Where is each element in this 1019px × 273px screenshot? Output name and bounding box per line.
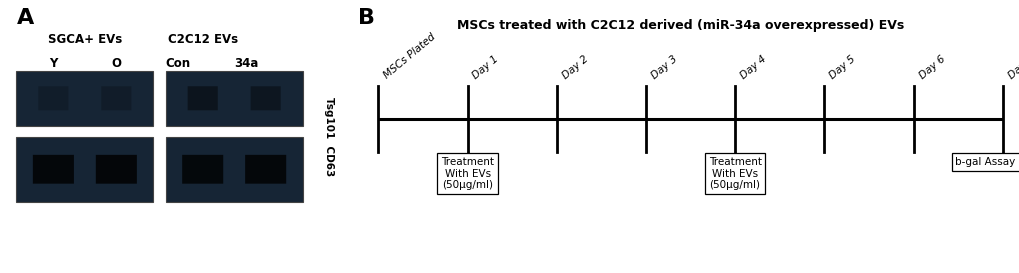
Text: Day 4: Day 4 [738, 53, 767, 81]
FancyBboxPatch shape [165, 71, 303, 126]
FancyBboxPatch shape [33, 155, 73, 184]
Text: Treatment
With EVs
(50μg/ml): Treatment With EVs (50μg/ml) [440, 157, 493, 190]
FancyBboxPatch shape [16, 71, 153, 126]
Text: Day 2: Day 2 [559, 53, 589, 81]
Text: C2C12 EVs: C2C12 EVs [168, 33, 237, 46]
Text: b-gal Assay & MTT: b-gal Assay & MTT [954, 157, 1019, 167]
Text: MSCs Plated: MSCs Plated [381, 32, 436, 81]
Text: Day 3: Day 3 [649, 53, 679, 81]
FancyBboxPatch shape [101, 86, 131, 110]
Text: B: B [358, 8, 375, 28]
Text: Y: Y [50, 57, 58, 70]
Text: O: O [111, 57, 121, 70]
Text: Con: Con [165, 57, 191, 70]
Text: 34a: 34a [234, 57, 259, 70]
Text: Treatment
With EVs
(50μg/ml): Treatment With EVs (50μg/ml) [708, 157, 761, 190]
Text: Day 1: Day 1 [471, 53, 500, 81]
Text: MSCs treated with C2C12 derived (miR-34a overexpressed) EVs: MSCs treated with C2C12 derived (miR-34a… [457, 19, 904, 32]
FancyBboxPatch shape [165, 136, 303, 202]
Text: Tsg101  CD63: Tsg101 CD63 [324, 97, 334, 176]
Text: SGCA+ EVs: SGCA+ EVs [48, 33, 122, 46]
FancyBboxPatch shape [182, 155, 223, 184]
Text: Day 7: Day 7 [1006, 53, 1019, 81]
Text: A: A [16, 8, 34, 28]
Text: Day 6: Day 6 [916, 53, 946, 81]
FancyBboxPatch shape [251, 86, 280, 110]
FancyBboxPatch shape [39, 86, 68, 110]
FancyBboxPatch shape [96, 155, 137, 184]
FancyBboxPatch shape [16, 136, 153, 202]
Text: Day 5: Day 5 [827, 53, 857, 81]
FancyBboxPatch shape [245, 155, 286, 184]
FancyBboxPatch shape [187, 86, 217, 110]
